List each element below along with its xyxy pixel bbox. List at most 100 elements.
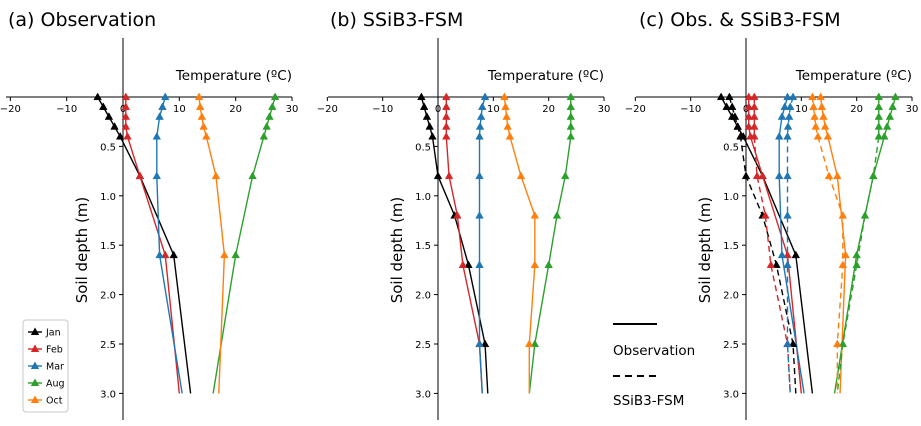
y-tick-label: 0.5 [100,142,116,153]
legend-marker [30,395,40,403]
marker-jan [110,122,119,130]
x-tick-label: −20 [0,104,21,115]
panel-3: (c) Obs. & SSiB3-FSM−20−100102030Tempera… [625,9,918,420]
marker-feb [121,122,131,130]
marker-oct [820,122,830,130]
marker-mar [475,339,484,348]
marker-aug [882,122,892,130]
marker-mar [783,132,792,140]
y-tick-label: 1.0 [723,192,739,203]
marker-aug [852,250,861,259]
y-tick-label: 3.0 [415,389,431,400]
series-line-mar [478,96,486,394]
marker-mar [783,92,792,101]
marker-feb [761,211,770,219]
marker-oct [530,260,540,269]
marker-oct [841,250,850,259]
series-line-observation-aug [833,96,897,394]
marker-mar [783,171,792,180]
y-tick-label: 1.0 [415,192,431,203]
marker-mar [155,112,164,120]
marker-aug [566,132,576,140]
marker-jan [741,171,751,180]
series-line-oct [503,96,536,394]
marker-jan [428,132,437,140]
marker-mar [161,92,170,101]
marker-jan [722,102,731,110]
legend-marker [30,344,40,352]
x-tick-label: −10 [56,104,77,115]
marker-jan [772,260,781,269]
marker-jan [730,112,740,120]
marker-oct [195,102,205,110]
marker-mar [783,339,792,348]
x-tick-label: 10 [487,104,500,115]
marker-aug [248,171,257,180]
marker-jan [425,122,434,130]
marker-aug [265,112,274,120]
panel-title: (c) Obs. & SSiB3-FSM [639,9,841,31]
marker-jan [104,112,114,120]
marker-aug [262,122,271,130]
marker-oct [525,339,534,348]
marker-mar [788,92,798,101]
marker-mar [475,211,484,219]
marker-oct [220,250,229,259]
marker-aug [885,112,895,120]
x-tick-label: −20 [317,104,338,115]
marker-jan [115,132,125,140]
marker-mar [476,112,486,120]
marker-mar [152,132,162,140]
marker-aug [891,92,900,101]
series-line-oct [198,96,226,394]
marker-feb [750,92,759,101]
marker-oct [516,171,526,180]
marker-feb [442,112,451,120]
series-line-aug [528,97,572,394]
x-tick-label: −10 [372,104,393,115]
legend-label: Oct [46,396,63,407]
legend-label: Aug [46,379,65,390]
x-tick-label: 20 [850,104,863,115]
legend: Jan Feb Mar Aug Oct [22,319,69,413]
marker-oct [202,132,211,140]
marker-feb [121,92,131,101]
marker-aug [552,211,562,219]
legend-marker [30,361,40,369]
marker-feb [442,102,451,110]
series-line-ssib3-fsm-aug [836,97,880,394]
marker-feb [123,132,132,140]
marker-aug [270,92,280,101]
marker-aug [544,260,553,269]
x-tick-label: 10 [173,104,186,115]
marker-mar [478,102,487,110]
marker-aug [888,102,897,110]
marker-aug [874,112,884,120]
y-tick-label: 1.5 [723,241,739,252]
marker-jan [727,102,737,110]
marker-aug [259,132,269,140]
panel-2: (b) SSiB3-FSM −20 −10 0 10 20 30 Temperature (º… [317,9,611,420]
marker-aug [880,132,889,140]
marker-oct [505,132,515,140]
y-tick-label: 1.5 [415,241,431,252]
marker-aug [561,171,570,180]
x-tick-label: 30 [598,104,611,115]
marker-mar [152,171,162,180]
legend-label: Feb [46,345,63,356]
x-tick-label: −20 [625,104,646,115]
marker-oct [833,339,842,348]
marker-mar [158,102,167,110]
marker-feb [442,122,451,130]
x-axis-label: Temperature (ºC) [795,68,912,84]
marker-feb [744,122,753,130]
y-tick-label: 2.5 [723,340,739,351]
marker-aug [231,250,240,259]
x-axis-label: Temperature (ºC) [175,68,292,84]
line-style-legend: Observation SSiB3-FSM [613,323,695,409]
marker-mar [475,260,484,269]
series-line-ssib3-fsm-feb [753,97,791,394]
y-axis-label: Soil depth (m) [696,197,714,304]
marker-feb [758,171,767,180]
